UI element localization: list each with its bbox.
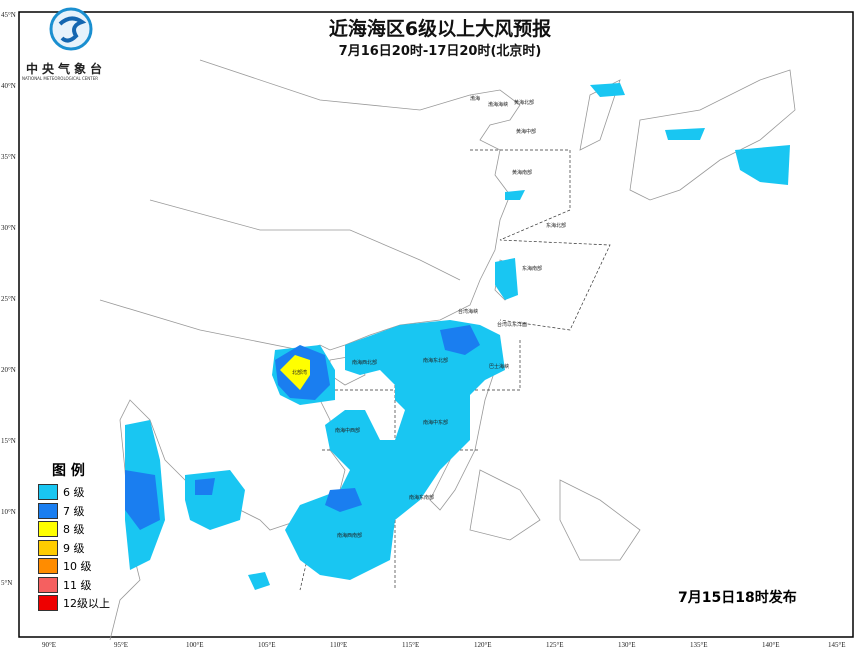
lon-label: 130°E	[618, 641, 636, 649]
lon-label: 90°E	[42, 641, 57, 649]
sea-label: 南海西北部	[352, 359, 377, 366]
wind-level-8-area	[280, 355, 310, 390]
logo-name-en: NATIONAL METEOROLOGICAL CENTER	[22, 76, 99, 81]
sea-label: 渤海海峡	[488, 101, 508, 108]
legend-item: 9 级	[38, 539, 110, 558]
legend-item: 8 级	[38, 520, 110, 539]
sea-label: 黄海北部	[514, 99, 534, 106]
sea-label: 南海西南部	[337, 532, 362, 539]
sea-label: 黄海中部	[516, 128, 536, 135]
legend-swatch	[38, 521, 58, 538]
legend-swatch	[38, 539, 58, 556]
lon-label: 140°E	[762, 641, 780, 649]
lat-label: 30°N	[1, 224, 16, 232]
coastline	[99, 59, 796, 641]
logo-name-cn: 中央气象台	[26, 62, 107, 76]
legend-swatch	[38, 595, 58, 612]
lat-label: 5°N	[1, 579, 13, 587]
legend-label: 6 级	[63, 486, 85, 500]
sea-label: 东海北部	[546, 222, 566, 229]
lon-label: 115°E	[402, 641, 420, 649]
lat-label: 20°N	[1, 366, 16, 374]
lon-label: 120°E	[474, 641, 492, 649]
sea-label: 巴士海峡	[489, 363, 509, 370]
legend-item: 7 级	[38, 502, 110, 521]
sea-label: 黄海南部	[512, 169, 532, 176]
sea-label: 东海南部	[522, 265, 542, 272]
lon-label: 100°E	[186, 641, 204, 649]
legend-label: 9 级	[63, 541, 85, 555]
lat-label: 40°N	[1, 82, 16, 90]
legend-label: 7 级	[63, 504, 85, 518]
lon-label: 135°E	[690, 641, 708, 649]
lon-label: 105°E	[258, 641, 276, 649]
lon-label: 110°E	[330, 641, 348, 649]
sea-label: 南海东南部	[409, 494, 434, 501]
sea-region-labels: 渤海 渤海海峡 黄海北部 黄海中部 黄海南部 东海北部 东海南部 台湾海峡 台湾…	[292, 95, 566, 539]
legend-swatch	[38, 502, 58, 519]
lon-label: 145°E	[828, 641, 846, 649]
legend-swatch	[38, 576, 58, 593]
sea-label: 南海中西部	[335, 427, 360, 434]
lat-label: 45°N	[1, 11, 16, 19]
sea-label: 北部湾	[292, 369, 307, 376]
map-title: 近海海区6级以上大风预报	[328, 18, 552, 40]
sea-label: 渤海	[470, 95, 480, 102]
legend-label: 12级以上	[63, 597, 110, 611]
legend: 图 例 6 级 7 级 8 级 9 级 10 级 11 级 12级以上	[38, 460, 110, 613]
legend-label: 10 级	[63, 560, 92, 574]
legend-item: 12级以上	[38, 594, 110, 613]
map-subtitle: 7月16日20时-17日20时(北京时)	[338, 44, 542, 59]
legend-item: 6 级	[38, 483, 110, 502]
lon-label: 95°E	[114, 641, 129, 649]
lat-label: 25°N	[1, 295, 16, 303]
lat-label: 35°N	[1, 153, 16, 161]
legend-label: 8 级	[63, 523, 85, 537]
legend-item: 10 级	[38, 557, 110, 576]
legend-item: 11 级	[38, 576, 110, 595]
lat-label: 15°N	[1, 437, 16, 445]
cma-logo-icon	[49, 7, 93, 51]
lat-label: 10°N	[1, 508, 16, 516]
legend-swatch	[38, 484, 58, 501]
sea-label: 南海中东部	[423, 419, 448, 426]
sea-label: 台湾海峡	[458, 308, 478, 315]
legend-label: 11 级	[63, 578, 92, 592]
lon-label: 125°E	[546, 641, 564, 649]
issued-time: 7月15日18时发布	[678, 590, 797, 606]
sea-label: 台湾以东洋面	[497, 321, 527, 328]
sea-label: 南海东北部	[423, 357, 448, 364]
legend-title: 图 例	[52, 463, 85, 479]
legend-swatch	[38, 558, 58, 575]
